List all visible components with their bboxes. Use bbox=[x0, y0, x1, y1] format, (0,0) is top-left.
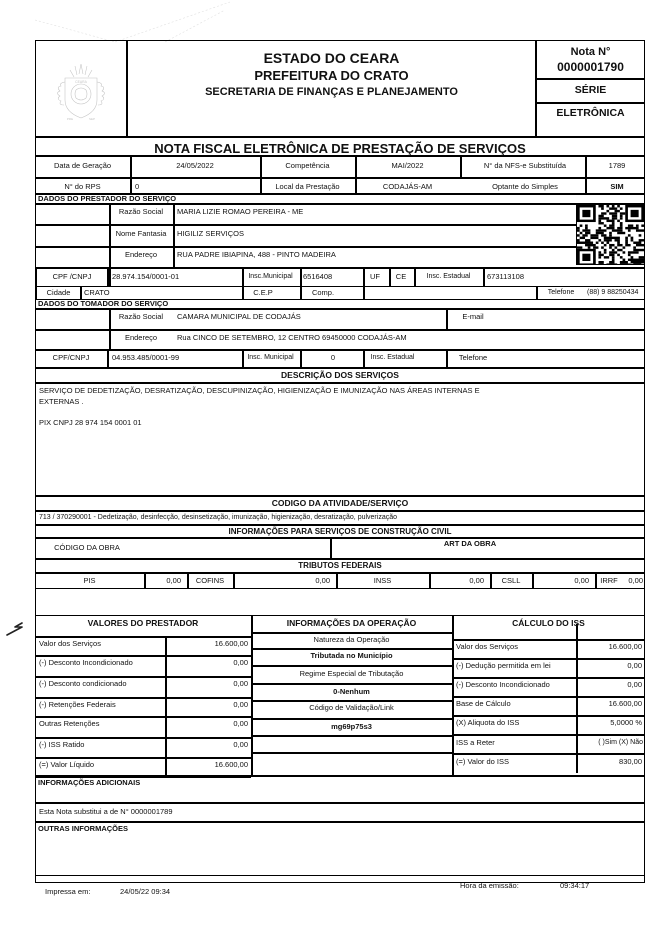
svg-text:CEARA: CEARA bbox=[75, 80, 87, 84]
svg-text:PRE: PRE bbox=[67, 117, 73, 121]
svg-text:SEP: SEP bbox=[89, 117, 95, 121]
